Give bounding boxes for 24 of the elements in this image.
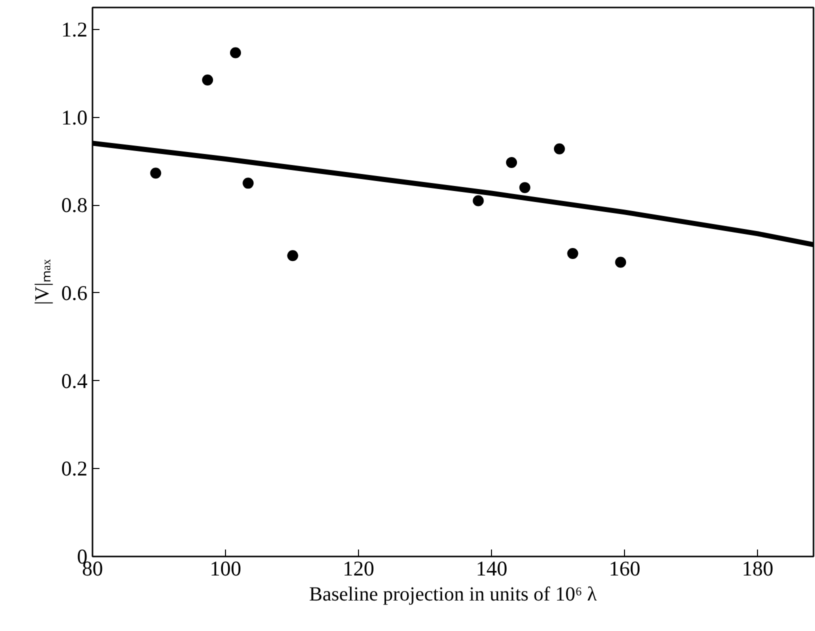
point (230, 47, 242, 58)
y-tick-label: 0.6 (61, 280, 88, 305)
y-tick-label: 0.2 (61, 456, 88, 481)
point (519, 182, 530, 194)
x-tick-label: 100 (210, 556, 242, 580)
point (472, 195, 484, 206)
x-axis-title: Baseline projection in units of 10⁶ λ (309, 584, 598, 606)
point (150, 168, 162, 179)
x-tick-label: 160 (608, 556, 640, 580)
y-tick-label: 0.4 (61, 368, 88, 393)
point (567, 248, 578, 259)
x-tick-label: 120 (342, 556, 374, 580)
point (202, 74, 214, 86)
point (554, 143, 565, 154)
y-tick-label: 0.8 (61, 193, 88, 218)
y-tick-label: 1.0 (61, 105, 88, 130)
x-tick-label: 140 (476, 556, 508, 580)
point (287, 250, 298, 262)
point (506, 157, 518, 168)
point (242, 178, 254, 189)
y-tick-label: 1.2 (61, 17, 88, 42)
y-axis-title: |V|ₘₐₓ (31, 258, 54, 305)
x-tick-label: 180 (742, 556, 774, 580)
point (615, 256, 626, 268)
